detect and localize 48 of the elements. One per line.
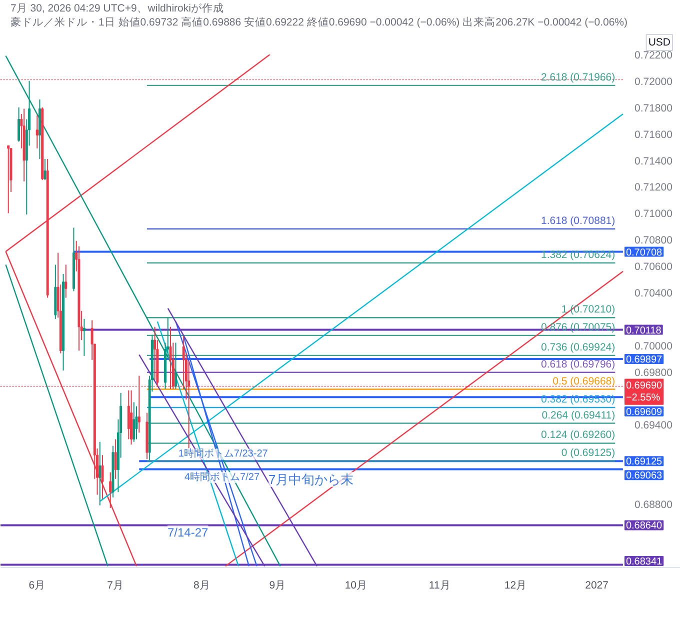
annotation: 1 (0.70210) xyxy=(561,304,616,316)
series-label: 0.69609 xyxy=(626,406,663,418)
series-label: 0.68640 xyxy=(626,520,663,532)
y-tick-label: 0.71200 xyxy=(634,182,673,194)
chart-title: 豪ドル／米ドル・1日 始値0.69732 高値0.69886 安値0.69222 終値0.69690 −0.00042 (−0.06%) 出来高206.27K −0.00042 (−0.06%) xyxy=(10,16,628,28)
y-tick-label: 0.72000 xyxy=(634,76,673,88)
annotation: 0.124 (0.69260) xyxy=(540,429,616,442)
y-tick-label: 0.70800 xyxy=(634,234,673,247)
annotation: 0.618 (0.69796) xyxy=(540,358,616,370)
y-tick-label: 0.71600 xyxy=(634,128,673,141)
x-tick-label: 6月 xyxy=(28,580,46,592)
chart-subtitle: 7月 30, 2026 04:29 UTC+9、wildhirokiが作成 xyxy=(10,2,224,14)
annotation: 2.618 (0.71966) xyxy=(540,71,616,84)
annotation: 7/14-27 xyxy=(168,526,209,540)
y-axis-title: USD xyxy=(648,36,671,48)
series-label: 0.69125 xyxy=(626,456,663,468)
y-tick-label: 0.71000 xyxy=(634,208,673,220)
x-tick-label: 2027 xyxy=(585,580,609,592)
x-tick-label: 11月 xyxy=(428,580,451,592)
y-tick-label: 0.69400 xyxy=(634,420,673,432)
series-label: 0.68341 xyxy=(626,556,663,568)
x-tick-label: 9月 xyxy=(269,580,286,592)
y-tick-label: 0.71400 xyxy=(634,155,673,168)
annotation: 0 (0.69125) xyxy=(561,447,616,460)
y-tick-label: 0.72200 xyxy=(634,50,673,62)
series-label: 0.70118 xyxy=(626,325,662,336)
annotation: 0.264 (0.69411) xyxy=(542,409,616,422)
series-label: 0.69897 xyxy=(626,354,663,366)
y-tick-label: 0.69800 xyxy=(634,366,673,379)
legend-label: 0.69063 xyxy=(626,470,663,482)
annotation: 0.736 (0.69924) xyxy=(540,341,616,354)
annotation: 1.382 (0.70624) xyxy=(540,248,616,261)
y-tick-label: 0.70400 xyxy=(634,287,673,300)
annotation: 0.5 (0.69668) xyxy=(552,375,616,388)
y-tick-label: 0.71800 xyxy=(634,102,673,114)
annotation: 1.618 (0.70881) xyxy=(540,214,616,227)
y-tick-label: 0.70600 xyxy=(634,261,673,274)
x-tick-label: 10月 xyxy=(344,580,368,592)
y-tick-label: 0.68800 xyxy=(634,499,673,512)
series-label: 0.70708 xyxy=(626,247,663,258)
x-tick-label: 8月 xyxy=(193,580,210,592)
annotation: 7月中旬から末 xyxy=(268,472,354,487)
x-tick-label: 7月 xyxy=(107,580,124,592)
y-tick-label: 0.70000 xyxy=(634,340,673,352)
annotation: 4時間ボトム7/27 xyxy=(184,471,260,483)
ref-line-label: 0.69690 −2.55% xyxy=(626,380,663,404)
x-tick-label: 12月 xyxy=(504,580,528,592)
annotation: 1時間ボトム7/23-27 xyxy=(178,448,268,460)
